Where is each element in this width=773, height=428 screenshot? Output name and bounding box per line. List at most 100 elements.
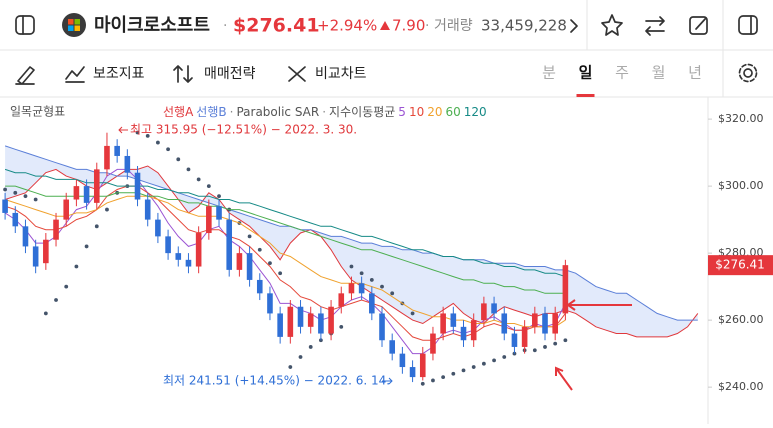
y-tick-label: $300.00 bbox=[718, 179, 764, 192]
edit-icon[interactable] bbox=[689, 16, 708, 35]
candle-body bbox=[53, 219, 59, 240]
candle-body bbox=[246, 253, 253, 280]
period-tab[interactable]: 년 bbox=[688, 64, 702, 82]
candle-body bbox=[460, 326, 467, 341]
sar-dot bbox=[339, 324, 344, 329]
candle-body bbox=[32, 246, 39, 267]
candle-body bbox=[73, 186, 80, 200]
candle-body bbox=[440, 313, 446, 334]
sar-dot bbox=[13, 190, 18, 195]
sar-dot bbox=[431, 378, 435, 383]
sar-dot bbox=[553, 341, 558, 346]
sar-dot bbox=[74, 264, 79, 269]
up-triangle bbox=[380, 21, 390, 30]
sar-dot bbox=[492, 358, 496, 363]
candle-body bbox=[226, 219, 233, 270]
candle-body bbox=[165, 236, 171, 254]
sar-dot bbox=[410, 311, 415, 316]
candle-body bbox=[22, 226, 29, 247]
candle-body bbox=[379, 313, 385, 341]
sar-dot bbox=[298, 355, 303, 359]
candle-body bbox=[195, 233, 202, 267]
sar-dot bbox=[390, 291, 395, 296]
sar-dot bbox=[64, 284, 69, 289]
candle-body bbox=[419, 353, 426, 378]
sar-dot bbox=[145, 133, 150, 138]
draw-icon[interactable] bbox=[15, 66, 35, 85]
sar-dot bbox=[247, 234, 252, 239]
candle-body bbox=[12, 212, 19, 227]
strategy-button[interactable]: 매매전략 bbox=[204, 66, 256, 82]
sar-dot bbox=[359, 271, 364, 276]
callout-arrow bbox=[555, 366, 573, 391]
period-tab[interactable]: 분 bbox=[542, 64, 556, 82]
sar-dot bbox=[257, 247, 262, 252]
company-logo bbox=[62, 13, 86, 37]
more-arrow[interactable] bbox=[570, 19, 578, 33]
sar-dot bbox=[278, 271, 283, 276]
sar-dot bbox=[380, 284, 384, 289]
sar-dot bbox=[481, 361, 486, 366]
sar-dot bbox=[349, 264, 354, 269]
legend-item: 60 bbox=[446, 105, 461, 119]
indicator-icon[interactable] bbox=[65, 66, 85, 83]
stock-name: 마이크로소프트 bbox=[94, 15, 210, 36]
sar-dot bbox=[43, 311, 48, 316]
indicator-button[interactable]: 보조지표 bbox=[93, 66, 145, 82]
candle-body bbox=[562, 265, 569, 314]
legend-item: 120 bbox=[464, 105, 487, 119]
high-annotation: 최고 315.95 (−12.51%) − 2022. 3. 30. bbox=[130, 123, 357, 137]
compare-icon[interactable] bbox=[288, 66, 306, 82]
candle-body bbox=[155, 219, 161, 237]
legend-item: 선행B bbox=[196, 104, 226, 119]
sar-dot bbox=[563, 338, 568, 343]
y-tick-label: $320.00 bbox=[718, 112, 764, 125]
sar-dot bbox=[217, 194, 221, 199]
candle-body bbox=[430, 333, 436, 354]
sar-dot bbox=[268, 261, 272, 266]
sar-dot bbox=[33, 197, 38, 202]
candle-body bbox=[409, 367, 416, 378]
sar-dot bbox=[206, 184, 211, 189]
panel-toggle[interactable] bbox=[738, 15, 758, 35]
volume-label: 거래량 bbox=[434, 18, 473, 34]
candle-body bbox=[338, 293, 345, 307]
candle-body bbox=[389, 340, 396, 354]
sar-dot bbox=[105, 207, 109, 212]
period-tab[interactable]: 주 bbox=[615, 64, 629, 82]
strategy-icon[interactable] bbox=[173, 65, 193, 83]
candle-body bbox=[552, 313, 558, 334]
candle-body bbox=[501, 313, 508, 334]
legend-item: 5 bbox=[398, 105, 406, 119]
legend-item: · bbox=[230, 105, 234, 119]
legend-item: 10 bbox=[409, 105, 424, 119]
compare-button[interactable]: 비교차트 bbox=[315, 66, 367, 82]
sar-dot bbox=[3, 187, 7, 192]
candle-body bbox=[124, 155, 131, 173]
low-annotation: 최저 241.51 (+14.45%) − 2022. 6. 14. bbox=[163, 374, 390, 388]
price-marker-label: $276.41 bbox=[715, 258, 765, 272]
sar-dot bbox=[84, 244, 89, 249]
candle-body bbox=[399, 353, 406, 368]
sar-dot bbox=[155, 140, 160, 145]
settings-icon[interactable] bbox=[738, 63, 758, 83]
favorite-icon[interactable] bbox=[601, 14, 623, 36]
period-tab[interactable]: 일 bbox=[579, 64, 593, 82]
cloud-fill bbox=[5, 145, 698, 337]
price-marker bbox=[708, 255, 773, 276]
sar-dot bbox=[543, 345, 547, 349]
sidebar-toggle[interactable] bbox=[15, 15, 35, 35]
volume: 33,459,228 bbox=[481, 17, 567, 35]
sar-dot bbox=[451, 371, 456, 376]
candle-body bbox=[287, 306, 294, 337]
candle-body bbox=[358, 283, 365, 294]
candle-body bbox=[481, 303, 487, 321]
y-tick-label: $240.00 bbox=[718, 380, 764, 393]
active-tab-underline bbox=[576, 94, 595, 97]
swap-icon[interactable] bbox=[645, 16, 665, 36]
change: 7.90 bbox=[392, 17, 425, 35]
period-tab[interactable]: 월 bbox=[652, 64, 666, 82]
candle-body bbox=[185, 259, 192, 267]
candle-body bbox=[307, 313, 314, 327]
candle-body bbox=[114, 145, 120, 156]
